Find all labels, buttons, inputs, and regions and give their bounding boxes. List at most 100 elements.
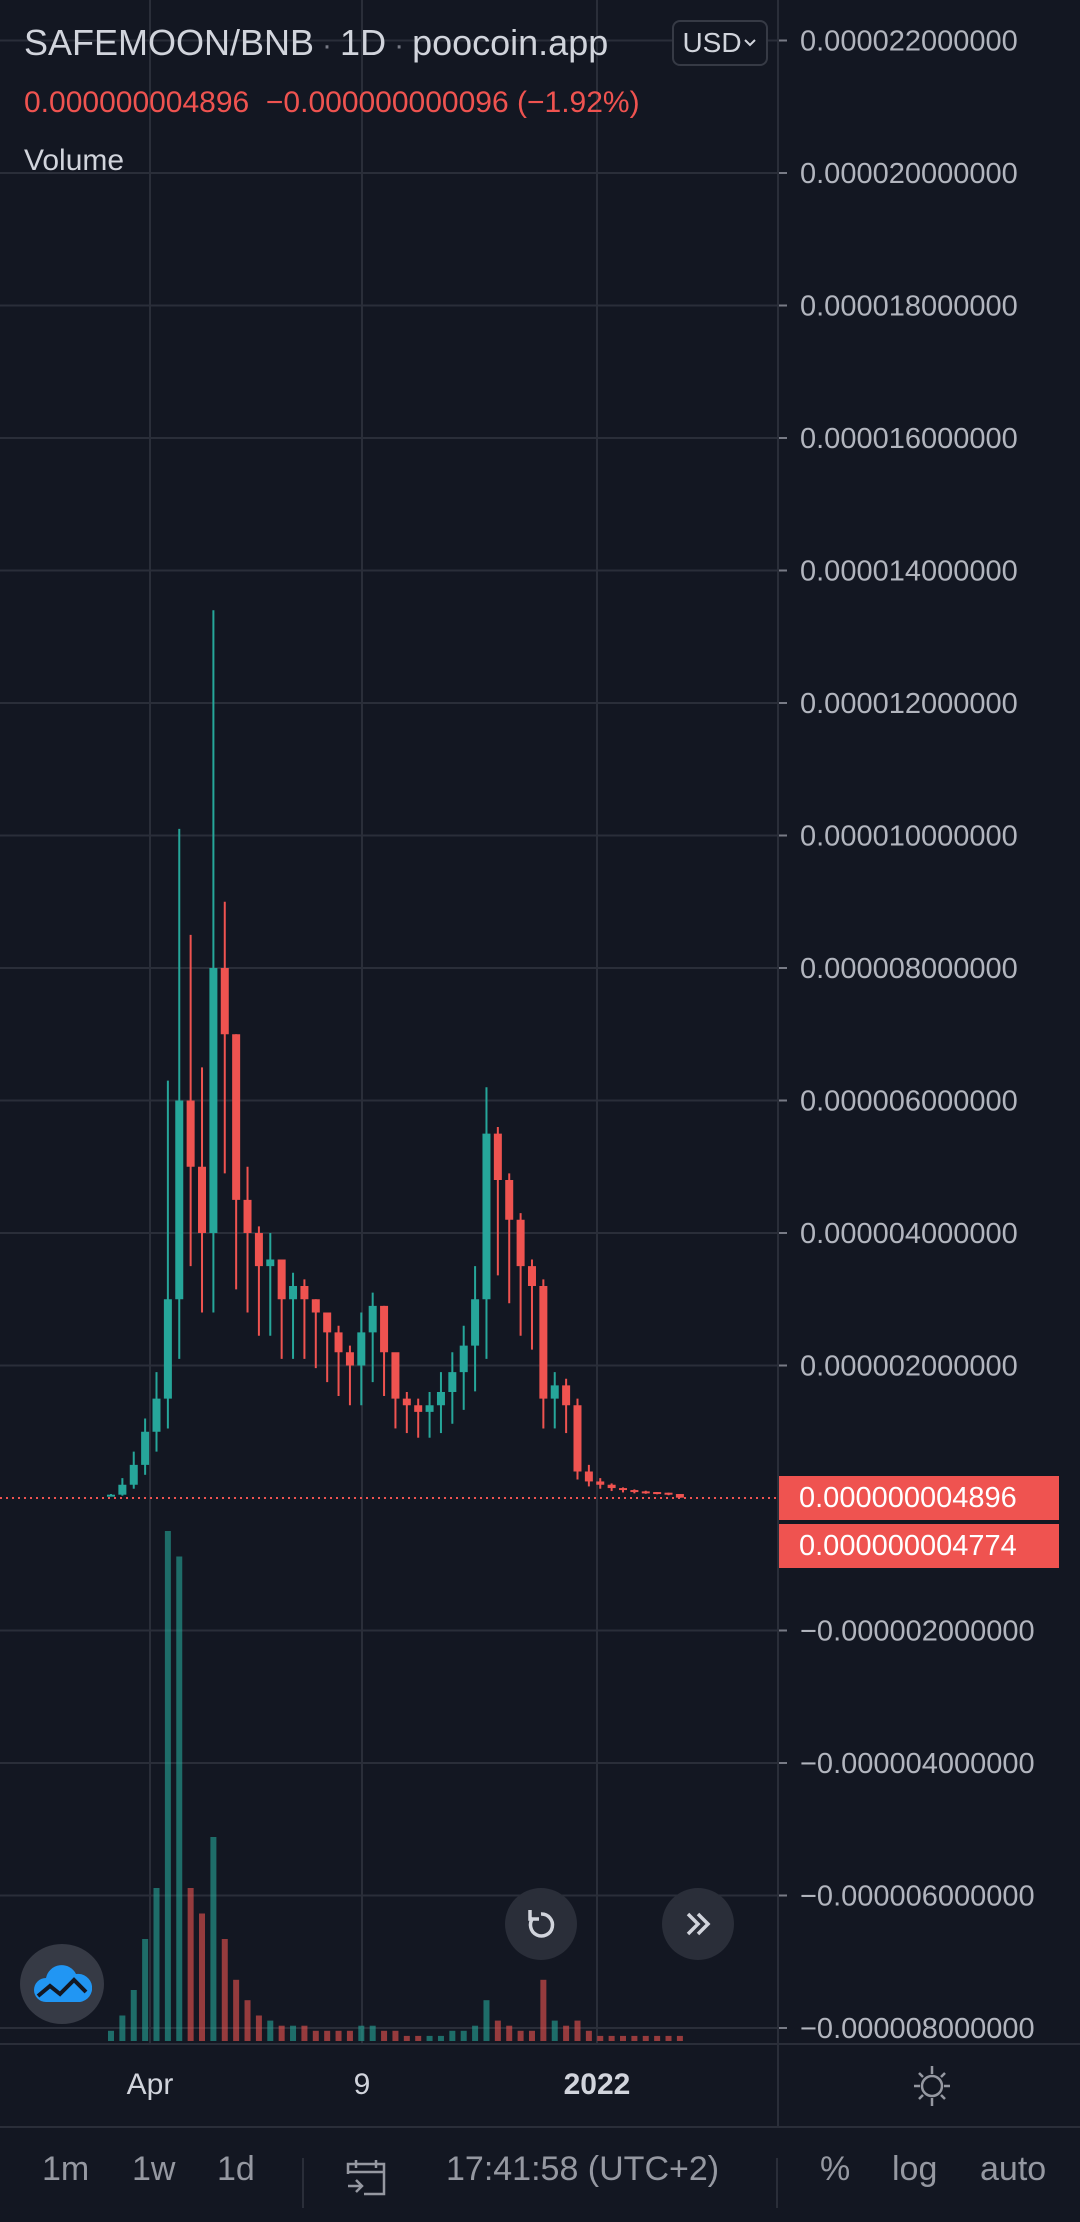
divider: [302, 2158, 304, 2208]
tradingview-logo[interactable]: [20, 1944, 104, 2024]
candle-body: [368, 1305, 377, 1333]
volume-bar: [563, 2025, 570, 2041]
volume-legend[interactable]: Volume: [24, 144, 125, 177]
volume-bar: [130, 1990, 137, 2041]
volume-bar: [290, 2025, 297, 2041]
candle-body: [380, 1305, 389, 1353]
price-tick-label: 0.000014000000: [800, 556, 1018, 588]
volume-bar: [676, 2035, 683, 2041]
second-price-tag: 0.000000004774: [777, 1524, 1059, 1568]
candle-body: [289, 1286, 298, 1300]
chart-title: SAFEMOON/BNB · 1D · poocoin.app: [24, 22, 609, 63]
price-tick-label: −0.000008000000: [800, 2013, 1035, 2045]
volume-bar: [665, 2035, 672, 2041]
volume-bar: [494, 2020, 501, 2041]
volume-bar: [119, 2015, 126, 2041]
candle-body: [232, 1034, 241, 1200]
volume-bar: [301, 2025, 308, 2041]
volume-bar: [278, 2025, 285, 2041]
candle-body: [152, 1398, 161, 1432]
volume-bar: [221, 1939, 228, 2041]
reset-chart-button[interactable]: [505, 1888, 577, 1960]
candle-body: [675, 1494, 684, 1498]
time-tick: 9: [353, 2068, 371, 2101]
candle-body: [220, 968, 229, 1035]
candle-body: [562, 1385, 571, 1406]
volume-bar: [472, 2025, 479, 2041]
candle-body: [402, 1398, 411, 1406]
candle-body: [448, 1372, 457, 1392]
volume-bar: [585, 2030, 592, 2041]
currency-selector[interactable]: USD: [672, 20, 768, 66]
candles: [106, 610, 684, 1498]
candle-body: [664, 1492, 673, 1495]
price-tick-label: 0.000010000000: [800, 821, 1018, 853]
volume-bar: [574, 2020, 581, 2041]
candle-body: [266, 1259, 275, 1267]
candle-body: [584, 1471, 593, 1482]
volume-bar: [335, 2030, 342, 2041]
candle-body: [391, 1352, 400, 1399]
candle-body: [243, 1199, 252, 1233]
volume-bar: [267, 2020, 274, 2041]
percent-scale-button[interactable]: %: [820, 2150, 851, 2188]
volume-bar: [608, 2035, 615, 2041]
volume-bar: [358, 2025, 365, 2041]
volume-bar: [381, 2030, 388, 2041]
candle-body: [641, 1491, 650, 1494]
candle-body: [129, 1464, 138, 1485]
candle-body: [300, 1286, 309, 1300]
candle-body: [436, 1392, 445, 1406]
price-tick-label: −0.000002000000: [800, 1616, 1035, 1648]
candle-body: [198, 1166, 207, 1233]
volume-bar: [153, 1888, 160, 2041]
candle-body: [425, 1405, 434, 1412]
price-change-pct: (−1.92%): [517, 86, 640, 119]
bottom-toolbar: 1m 1w 1d 17:41:58 (UTC+2) % log auto: [0, 2126, 1080, 2222]
range-1d-button[interactable]: 1d: [217, 2150, 255, 2188]
log-scale-button[interactable]: log: [892, 2150, 938, 2188]
range-1m-button[interactable]: 1m: [42, 2150, 90, 2188]
volume-bar: [528, 2030, 535, 2041]
candle-body: [630, 1490, 639, 1493]
volume-bar: [392, 2030, 399, 2041]
volume-bar: [312, 2030, 319, 2041]
price-axis[interactable]: 0.000022000000 0.000020000000 0.0000180000…: [777, 26, 1035, 2046]
candle-body: [414, 1405, 423, 1412]
volume-bar: [506, 2025, 513, 2041]
clock-timezone-button[interactable]: 17:41:58 (UTC+2): [446, 2150, 720, 2188]
source: poocoin.app: [412, 22, 609, 63]
candle-body: [254, 1233, 263, 1267]
interval: 1D: [340, 22, 387, 63]
candle-body: [471, 1299, 480, 1346]
candle-body: [653, 1492, 662, 1495]
volume-bar: [244, 2000, 251, 2041]
range-1w-button[interactable]: 1w: [132, 2150, 176, 2188]
volume-bar: [483, 2000, 490, 2041]
volume-bar: [540, 1979, 547, 2041]
price-tick-label: 0.000012000000: [800, 688, 1018, 720]
candle-body: [357, 1332, 366, 1366]
price-chart[interactable]: 0.000022000000 0.000020000000 0.0000180000…: [0, 0, 1080, 2126]
candle-body: [163, 1299, 172, 1399]
volume-bar: [620, 2035, 627, 2041]
sun-icon[interactable]: [910, 2064, 954, 2108]
price-tick-label: −0.000006000000: [800, 1881, 1035, 1913]
volume-bar: [460, 2030, 467, 2041]
candle-body: [175, 1100, 184, 1300]
price-change: −0.000000000096: [265, 86, 509, 119]
scroll-to-latest-button[interactable]: [662, 1888, 734, 1960]
candle-body: [277, 1259, 286, 1300]
volume-bar: [403, 2035, 410, 2041]
candle-body: [505, 1180, 514, 1220]
grid: [0, 0, 777, 2043]
volume-bar: [176, 1556, 183, 2041]
volume-bar: [437, 2035, 444, 2041]
volume-bars: [107, 1531, 683, 2041]
calendar-goto-icon[interactable]: [344, 2156, 388, 2200]
price-tick-label: 0.000016000000: [800, 423, 1018, 455]
volume-bar: [551, 2020, 558, 2041]
volume-bar: [346, 2030, 353, 2041]
divider: [776, 2158, 778, 2208]
auto-scale-button[interactable]: auto: [980, 2150, 1047, 2188]
